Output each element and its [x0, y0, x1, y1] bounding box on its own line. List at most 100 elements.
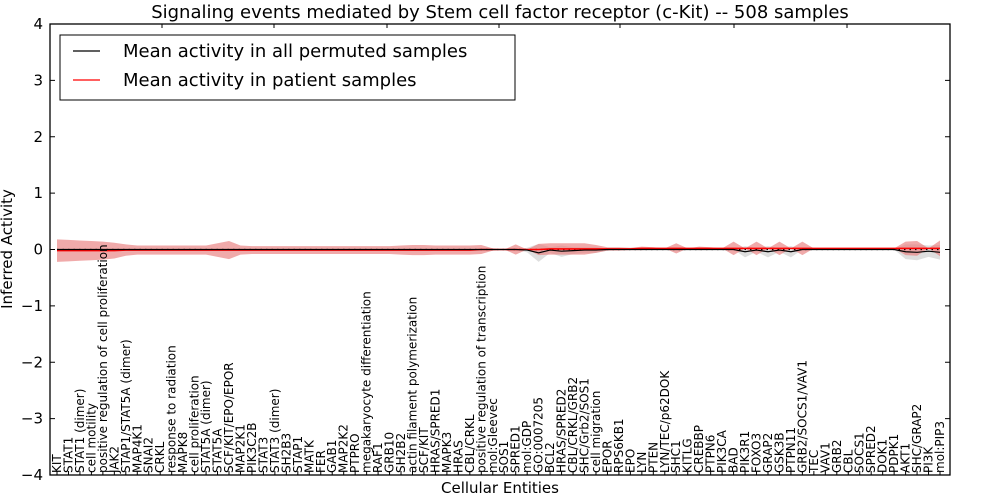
x-tick-label: PTEN — [646, 442, 660, 473]
x-tick-label: PDPK1 — [887, 434, 901, 473]
x-tick-label: SCF/KIT/EPO/EPOR — [222, 362, 236, 473]
x-tick-label: CBL/CRKL — [463, 414, 477, 473]
y-tick-label: 0 — [33, 241, 43, 259]
x-tick-label: PTPRO — [348, 433, 362, 473]
x-tick-label: JAK2 — [107, 446, 121, 474]
x-tick-label: STAT5A — [211, 428, 225, 473]
x-tick-label: HRAS/SPRED1 — [428, 389, 442, 473]
x-tick-label: LYN — [635, 452, 649, 473]
x-tick-label: SHC/GRAP2 — [910, 404, 924, 473]
x-tick-label: cell migration — [589, 391, 603, 473]
x-tick-label: BAD — [727, 447, 741, 473]
x-tick-label: DOK1 — [876, 439, 890, 473]
x-tick-label: SPRED1 — [509, 425, 523, 473]
x-tick-label: positive regulation of transcription — [474, 266, 488, 473]
x-tick-label: MAPK3 — [440, 432, 454, 473]
x-tick-label: actin filament polymerization — [405, 297, 419, 473]
x-tick-label: AKT1 — [899, 443, 913, 473]
x-tick-label: cell motility — [84, 403, 98, 473]
legend-box — [59, 34, 516, 101]
x-tick-label: CREBBP — [692, 425, 706, 473]
x-tick-label: EPOR — [600, 440, 614, 473]
x-tick-label: STAT3 (dimer) — [268, 389, 282, 473]
x-tick-label: STAT5A (dimer) — [199, 380, 213, 473]
x-tick-label: cell proliferation — [188, 375, 202, 473]
x-tick-label: STAT1 (dimer) — [73, 389, 87, 473]
x-tick-label: RPS6KB1 — [612, 418, 626, 473]
y-axis: −4 −3 −2 −1 0 1 2 3 4 — [21, 15, 950, 484]
x-tick-label: PIK3CA — [715, 429, 729, 473]
y-tick-label: −2 — [21, 353, 43, 371]
x-tick-label: response to radiation — [165, 345, 179, 473]
x-tick-label: KITLG — [681, 438, 695, 473]
x-tick-label: MAPK8 — [176, 432, 190, 473]
x-tick-label: mol:PIP3 — [933, 421, 947, 473]
x-tick-label: PIK3R1 — [738, 431, 752, 473]
x-tick-label: FOXO3 — [750, 433, 764, 473]
x-tick-label: megakaryocyte differentiation — [360, 291, 374, 473]
x-tick-label: SHC1 — [669, 440, 683, 473]
y-tick-label: −3 — [21, 410, 43, 428]
x-tick-label: LYN/TEC/p62DOK — [658, 370, 672, 473]
x-tick-label: SNAI2 — [142, 437, 156, 473]
x-tick-label: SOCS1 — [853, 432, 867, 473]
x-tick-label: STAP1 — [291, 436, 305, 473]
x-tick-label: GRB10 — [383, 432, 397, 473]
x-tick-label: KIT — [50, 454, 64, 473]
x-tick-label: STAT1 — [61, 437, 75, 473]
x-tick-label: MAP2K1 — [233, 424, 247, 473]
x-tick-label: MAP2K2 — [337, 424, 351, 473]
x-tick-label: HRAS/SPRED2 — [555, 389, 569, 473]
x-tick-label: GAB1 — [325, 440, 339, 473]
permuted-mean-line — [57, 248, 941, 254]
x-tick-label: positive regulation of cell proliferatio… — [96, 244, 110, 473]
x-tick-label: EPO — [623, 449, 637, 473]
legend-label-permuted: Mean activity in all permuted samples — [123, 41, 467, 62]
x-tick-label: GO:0007205 — [532, 397, 546, 473]
x-tick-label: GRAP2 — [761, 433, 775, 473]
x-tick-label: mol:GDP — [520, 421, 534, 473]
y-tick-label: 1 — [33, 184, 43, 202]
x-tick-label: BCL2 — [543, 442, 557, 473]
y-tick-label: −1 — [21, 297, 43, 315]
x-tick-label: SHC/Grb2/SOS1 — [578, 378, 592, 473]
y-tick-label: −4 — [21, 466, 43, 484]
y-tick-label: 2 — [33, 128, 43, 146]
x-tick-label: MATK — [302, 439, 316, 473]
x-tick-label: STAP1/STAT5A (dimer) — [119, 339, 133, 473]
permuted-std-band — [57, 243, 940, 262]
x-tick-label: SCF/KIT — [417, 427, 431, 473]
x-tick-label: SH2B3 — [279, 433, 293, 473]
x-axis-label: Cellular Entities — [441, 479, 559, 497]
legend: Mean activity in all permuted samples Me… — [59, 34, 516, 101]
y-tick-label: 4 — [33, 15, 43, 33]
x-tick-label: PTPN11 — [784, 427, 798, 473]
y-axis-label: Inferred Activity — [0, 189, 16, 309]
axes-frame — [49, 23, 951, 476]
x-tick-label: mol:Gleevec — [486, 398, 500, 473]
x-tick-label: SOS1 — [497, 441, 511, 473]
y-tick-label: 3 — [33, 71, 43, 89]
x-tick-label: PI3K — [922, 446, 936, 473]
x-tick-label: TEC — [807, 450, 821, 474]
x-tick-label: PIK3C2B — [245, 422, 259, 473]
x-tick-label: CRKL — [153, 441, 167, 473]
x-tick-label: FER — [314, 450, 328, 473]
x-tick-label: STAT3 — [256, 437, 270, 473]
x-tick-label: GRB2 — [830, 439, 844, 473]
x-tick-label: HRAS — [451, 440, 465, 473]
plot-area — [57, 239, 941, 262]
x-tick-label: MAP4K1 — [130, 424, 144, 473]
legend-label-patient: Mean activity in patient samples — [123, 70, 417, 91]
x-tick-label: CBL — [841, 449, 855, 473]
x-tick-label: SH2B2 — [394, 433, 408, 473]
x-tick-label: PTPN6 — [704, 435, 718, 473]
x-tick-label: GSK3B — [772, 432, 786, 473]
x-tick-label: GRB2/SOCS1/VAV1 — [795, 360, 809, 473]
x-tick-label: RAF1 — [371, 442, 385, 473]
chart-title: Signaling events mediated by Stem cell f… — [151, 2, 849, 23]
x-tick-label: CBL/CRKL/GRB2 — [566, 377, 580, 473]
x-tick-label: VAV1 — [818, 442, 832, 473]
